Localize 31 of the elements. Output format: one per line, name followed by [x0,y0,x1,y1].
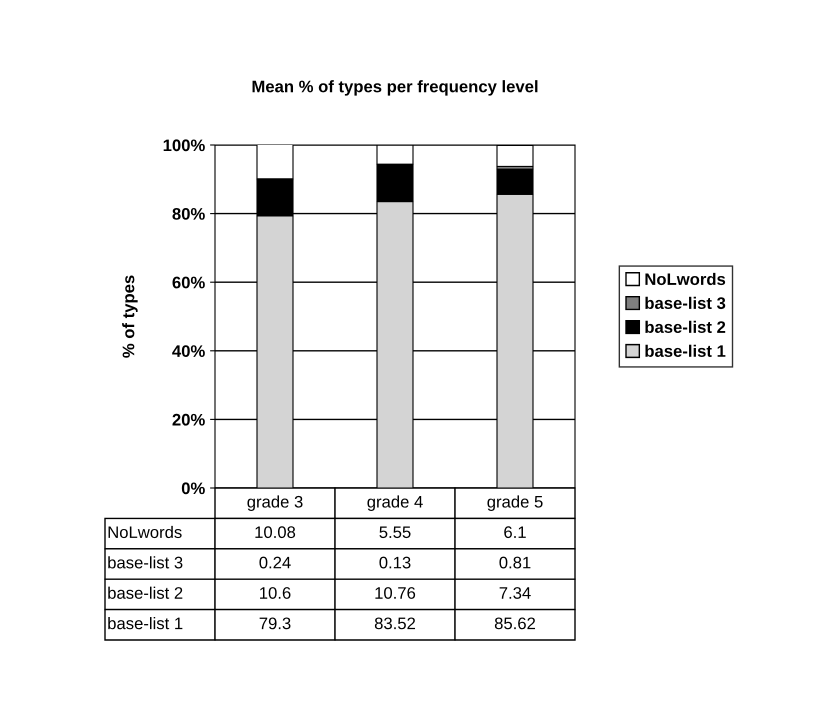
data-label: 6.1 [504,526,526,538]
text: base-list 1 [108,617,182,630]
data-label: 0.13 [379,556,410,568]
y-tick-label: 40% [172,345,205,358]
x-tick-label: grade 4 [367,495,423,511]
y-tick-label: 100% [164,139,205,152]
y-tick-label: 80% [172,208,205,220]
x-tick-label: grade 3 [247,495,303,511]
text: NoLwords [108,526,182,538]
chart-title: Mean % of types per frequency level [252,80,538,96]
text: base-list 3 [108,556,182,568]
data-label: 5.55 [379,526,411,538]
data-label: 85.62 [494,617,536,630]
legend-label: base-list 1 [645,344,726,357]
data-label: 0.24 [259,556,291,568]
y-tick-label: 0% [182,482,205,494]
y-tick-label: 60% [172,276,205,288]
legend-label: NoLwords [645,272,726,286]
data-label: 79.3 [260,617,290,630]
legend-label: base-list 2 [645,320,726,333]
data-label: 7.34 [500,587,531,599]
x-tick-label: grade 5 [487,495,543,511]
legend-label: base-list 3 [645,296,726,310]
data-label: 83.52 [374,617,416,630]
data-label: 10.08 [255,526,296,538]
y-axis-title: % of types [122,276,138,358]
data-label: 10.6 [260,587,290,599]
data-label: 10.76 [375,587,416,599]
data-label: 0.81 [499,556,530,568]
y-tick-label: 20% [172,414,205,426]
text: base-list 2 [108,586,182,599]
